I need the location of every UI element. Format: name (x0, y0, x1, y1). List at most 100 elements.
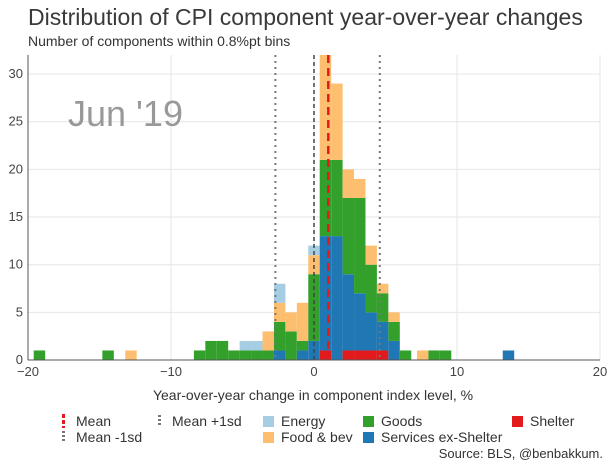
bar-services-ex-shelter (502, 350, 515, 360)
reference-lines (274, 55, 381, 360)
legend-item-services: Services ex-Shelter (363, 429, 502, 445)
bar-food-bev (125, 350, 137, 360)
chart-subtitle: Number of components within 0.8%pt bins (28, 33, 291, 49)
legend-label-sd-plus: Mean +1sd (172, 413, 242, 429)
bar-goods (228, 350, 240, 360)
legend-item-energy: Energy (263, 413, 325, 429)
bar-food-bev (285, 312, 297, 332)
bar-goods (388, 321, 400, 341)
y-tick-label: 15 (9, 209, 23, 224)
bar-food-bev (262, 331, 274, 351)
chart-title: Distribution of CPI component year-over-… (28, 4, 583, 30)
bar-services-ex-shelter (388, 340, 400, 360)
legend-item-sd-minus: Mean -1sd (58, 429, 142, 445)
sd-plus-line-swatch (158, 415, 161, 427)
shelter-swatch (512, 415, 523, 427)
y-tick-label: 30 (9, 66, 23, 81)
bar-goods (102, 350, 114, 360)
y-tick-label: 0 (16, 352, 23, 367)
services-swatch (363, 431, 374, 443)
bar-goods (273, 321, 286, 351)
bar-food-bev (273, 302, 286, 322)
x-tick-label: −10 (160, 364, 182, 379)
legend-item-mean: Mean (58, 413, 111, 429)
bar-goods (239, 350, 252, 360)
y-tick-label: 25 (9, 114, 23, 129)
bar-food-bev (331, 83, 343, 160)
legend-label-goods: Goods (381, 413, 423, 429)
y-tick-label: 20 (9, 161, 23, 176)
bar-shelter (365, 350, 377, 360)
x-tick-label: 0 (310, 364, 317, 379)
bar-shelter (376, 350, 389, 360)
bar-food-bev (319, 55, 332, 160)
bar-goods (342, 197, 355, 275)
bar-services-ex-shelter (376, 321, 389, 351)
bar-goods (365, 264, 377, 313)
legend-item-food: Food & bev (263, 429, 353, 445)
bar-goods (439, 350, 452, 360)
x-axis-label: Year-over-year change in component index… (153, 387, 473, 403)
bar-energy (239, 340, 252, 351)
bar-goods (399, 350, 412, 360)
legend-label-sd-minus: Mean -1sd (76, 429, 143, 445)
bar-services-ex-shelter (273, 350, 286, 360)
legend-label-mean: Mean (76, 413, 112, 429)
bar-services-ex-shelter (319, 236, 332, 351)
x-tick-label: −20 (17, 364, 39, 379)
bar-shelter (342, 350, 355, 360)
bar-goods (331, 159, 343, 237)
bar-services-ex-shelter (365, 312, 377, 351)
bar-goods (319, 159, 332, 237)
x-tick-label: 10 (450, 364, 464, 379)
x-tick-label: 20 (593, 364, 607, 379)
bar-services-ex-shelter (331, 236, 343, 360)
legend-item-shelter: Shelter (512, 413, 574, 429)
bar-goods (33, 350, 46, 360)
bar-goods (296, 340, 309, 351)
source-note: Source: BLS, @benbakkum. (438, 446, 603, 461)
legend-label-food: Food & bev (281, 429, 353, 445)
mean-line-swatch (62, 414, 65, 428)
bar-food-bev (308, 255, 320, 275)
axes: 0 5 10 15 20 25 30 −20 −10 0 10 20 (9, 55, 607, 379)
bar-services-ex-shelter (296, 350, 309, 360)
goods-swatch (363, 415, 374, 427)
bar-energy (273, 283, 286, 303)
legend-item-sd-plus: Mean +1sd (154, 413, 242, 429)
bar-goods (193, 350, 206, 360)
bar-food-bev (376, 283, 389, 294)
bar-goods (205, 340, 217, 360)
sd-minus-line-swatch (62, 431, 65, 443)
legend-label-shelter: Shelter (530, 413, 575, 429)
bar-goods (216, 340, 229, 360)
bar-food-bev (354, 178, 366, 198)
energy-swatch (263, 415, 274, 427)
date-annotation: Jun '19 (68, 93, 183, 134)
bar-goods (285, 331, 297, 360)
bar-goods (262, 350, 274, 360)
y-tick-label: 5 (16, 304, 23, 319)
y-tick-label: 10 (9, 257, 23, 272)
bar-shelter (319, 350, 332, 360)
bar-services-ex-shelter (342, 274, 355, 351)
bar-goods (251, 350, 263, 360)
bar-food-bev (342, 169, 355, 198)
legend-item-goods: Goods (363, 413, 422, 429)
bar-services-ex-shelter (354, 293, 366, 351)
bar-energy (251, 340, 263, 351)
legend-label-services: Services ex-Shelter (381, 429, 503, 445)
bar-goods (376, 293, 389, 322)
legend: Mean Mean +1sd Energy Goods Shelter Mean… (58, 413, 574, 449)
legend-label-energy: Energy (281, 413, 326, 429)
bar-energy (308, 245, 320, 256)
bar-shelter (354, 350, 366, 360)
bar-food-bev (388, 312, 400, 322)
bar-goods (428, 350, 440, 360)
bar-food-bev (416, 350, 429, 360)
bar-food-bev (296, 302, 309, 341)
food-swatch (263, 431, 274, 443)
bar-food-bev (365, 245, 377, 265)
bar-goods (354, 197, 366, 294)
